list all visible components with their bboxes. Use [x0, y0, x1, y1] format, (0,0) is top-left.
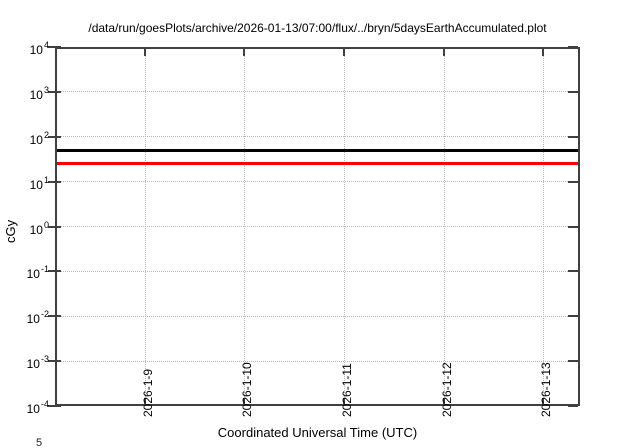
x-tick-label: 2026-1-11 [340, 363, 354, 417]
y-tick-right [568, 90, 578, 93]
y-tick-left [48, 225, 61, 228]
y-tick-label: 10-2 [26, 309, 49, 327]
x-tick-label: 2026-1-10 [240, 362, 254, 417]
lower-threshold-line [57, 162, 578, 166]
y-tick-right [568, 180, 578, 183]
x-tick-label: 2026-1-9 [141, 368, 155, 417]
x-tick-label: 2026-1-13 [539, 362, 553, 417]
y-tick-label: 101 [29, 174, 49, 192]
y-tick-label: 10-3 [26, 354, 49, 372]
y-tick-right [568, 135, 578, 138]
y-gridline [57, 315, 578, 317]
y-gridline [57, 136, 578, 138]
y-tick-left [48, 90, 61, 93]
y-tick-right [568, 360, 578, 363]
y-tick-label: 102 [29, 129, 49, 147]
clipped-label-fragment: 5 [36, 437, 43, 448]
y-tick-left [48, 405, 61, 407]
x-tick-top [542, 49, 544, 56]
y-gridline [57, 360, 578, 362]
x-tick-bottom [443, 398, 445, 405]
x-tick-bottom [343, 398, 345, 405]
y-tick-right [568, 405, 578, 407]
x-tick-top [243, 49, 245, 56]
y-gridline [57, 270, 578, 272]
y-tick-left [48, 360, 61, 363]
y-tick-label: 100 [29, 219, 49, 237]
x-gridline [543, 49, 544, 405]
y-tick-right [568, 225, 578, 228]
x-gridline [444, 49, 445, 405]
y-gridline [57, 91, 578, 93]
x-tick-bottom [542, 398, 544, 405]
y-gridline [57, 181, 578, 183]
x-gridline [145, 49, 146, 405]
y-tick-label: 10-4 [26, 399, 49, 416]
x-tick-bottom [243, 398, 245, 405]
x-axis-title: Coordinated Universal Time (UTC) [217, 425, 418, 440]
y-tick-left [48, 46, 61, 48]
y-tick-label: 103 [29, 84, 49, 102]
y-tick-right [568, 315, 578, 318]
y-gridline [57, 226, 578, 227]
y-axis-title: cGy [3, 219, 18, 243]
x-tick-top [343, 49, 345, 56]
y-tick-left [48, 135, 61, 138]
upper-threshold-line [57, 148, 578, 152]
x-gridline [344, 49, 345, 405]
x-gridline [244, 49, 245, 405]
y-tick-label: 104 [29, 40, 49, 57]
y-tick-label: 10-1 [26, 264, 49, 282]
y-tick-left [48, 270, 61, 273]
y-tick-left [48, 180, 61, 183]
x-tick-top [144, 49, 146, 56]
y-tick-right [568, 270, 578, 273]
y-tick-right [568, 46, 578, 48]
x-tick-label: 2026-1-12 [440, 362, 454, 417]
x-tick-top [443, 49, 445, 56]
y-tick-left [48, 315, 61, 318]
plot-title: /data/run/goesPlots/archive/2026-01-13/0… [88, 21, 547, 35]
x-tick-bottom [144, 398, 146, 405]
